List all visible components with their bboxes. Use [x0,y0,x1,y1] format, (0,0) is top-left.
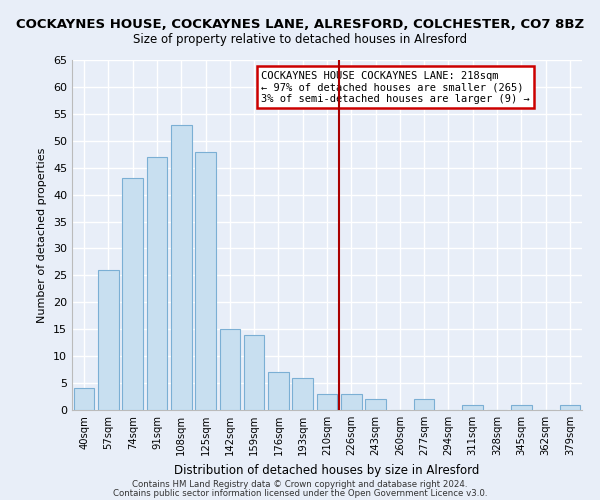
Bar [317,394,337,410]
Bar [171,124,191,410]
Bar [268,372,289,410]
Text: Size of property relative to detached houses in Alresford: Size of property relative to detached ho… [133,32,467,46]
Bar [220,329,240,410]
Bar [146,157,167,410]
Y-axis label: Number of detached properties: Number of detached properties [37,148,47,322]
Bar [122,178,143,410]
Bar [365,399,386,410]
Bar [292,378,313,410]
Bar [244,334,265,410]
Text: Contains HM Land Registry data © Crown copyright and database right 2024.: Contains HM Land Registry data © Crown c… [132,480,468,489]
X-axis label: Distribution of detached houses by size in Alresford: Distribution of detached houses by size … [175,464,479,476]
Bar [98,270,119,410]
Text: Contains public sector information licensed under the Open Government Licence v3: Contains public sector information licen… [113,488,487,498]
Bar [195,152,216,410]
Bar [341,394,362,410]
Bar [74,388,94,410]
Text: COCKAYNES HOUSE COCKAYNES LANE: 218sqm
← 97% of detached houses are smaller (265: COCKAYNES HOUSE COCKAYNES LANE: 218sqm ←… [260,70,529,104]
Bar [414,399,434,410]
Bar [560,404,580,410]
Text: COCKAYNES HOUSE, COCKAYNES LANE, ALRESFORD, COLCHESTER, CO7 8BZ: COCKAYNES HOUSE, COCKAYNES LANE, ALRESFO… [16,18,584,30]
Bar [511,404,532,410]
Bar [463,404,483,410]
